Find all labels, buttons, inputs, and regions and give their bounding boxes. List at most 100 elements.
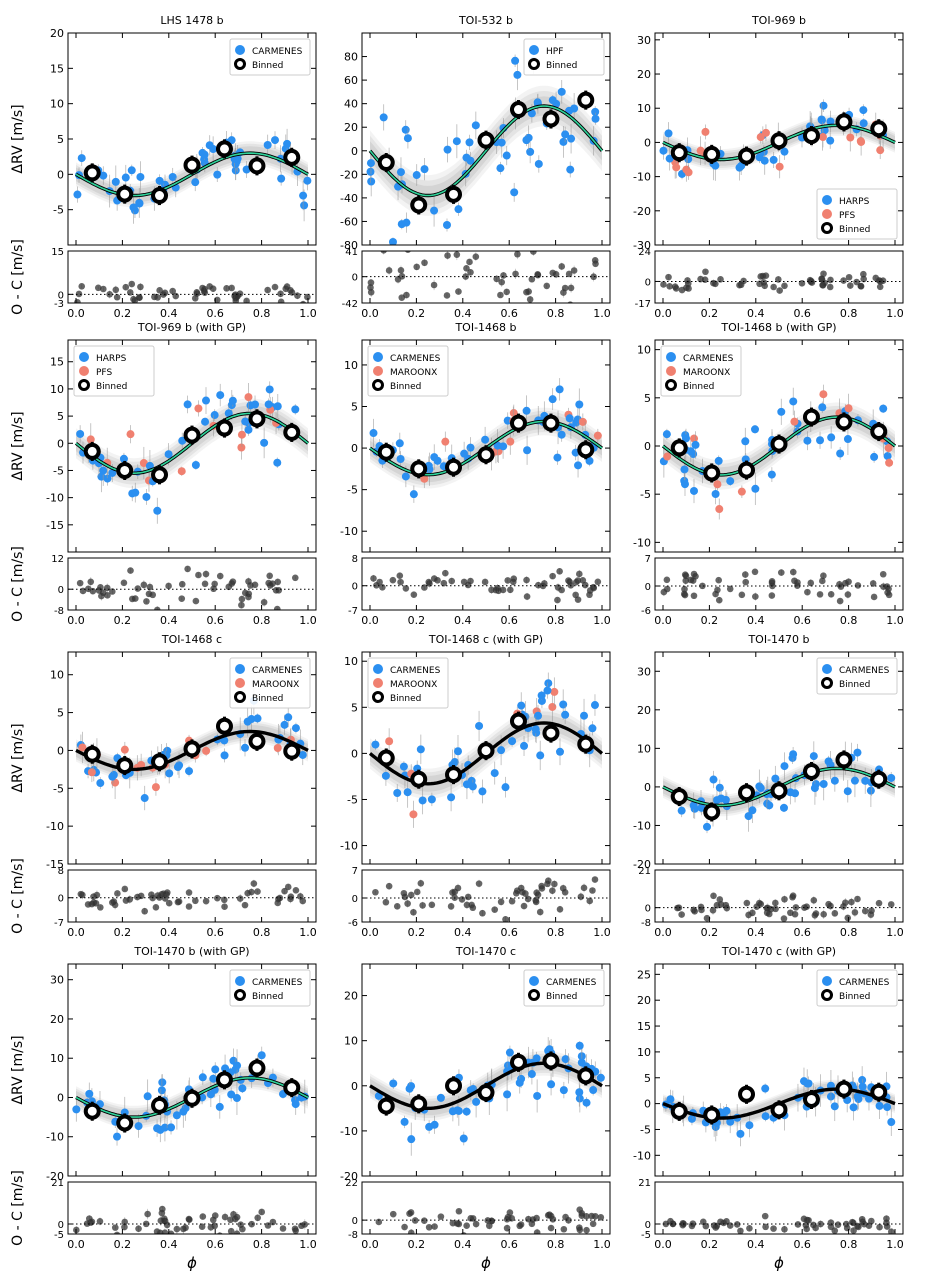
- rv-point-maroonx: [420, 474, 429, 483]
- residual-point: [274, 899, 282, 907]
- residual-point: [146, 583, 154, 591]
- residual-point: [425, 578, 433, 586]
- residual-point: [777, 569, 785, 576]
- legend-marker-binned: [821, 222, 833, 234]
- residual-point: [389, 1210, 397, 1218]
- residual-point: [87, 578, 95, 586]
- residual-point: [173, 1225, 181, 1233]
- residual-point: [79, 587, 87, 595]
- residual-point: [121, 885, 129, 893]
- binned-point: [248, 1059, 266, 1077]
- residual-point: [151, 293, 158, 301]
- rv-point-carmenes: [883, 1103, 892, 1112]
- rv-point-carmenes: [243, 717, 252, 726]
- legend-marker-maroonx: [235, 678, 245, 688]
- residual-point: [94, 284, 102, 292]
- binned-point: [509, 712, 527, 730]
- residual-point: [442, 569, 449, 577]
- rv-point-carmenes: [662, 430, 671, 439]
- y-tick-label: 10: [344, 655, 358, 668]
- y-tick-label: -20: [46, 1170, 64, 1183]
- residual-point: [233, 1213, 241, 1221]
- residual-point: [109, 899, 116, 906]
- residual-point: [741, 571, 749, 578]
- rv-point-carmenes: [818, 403, 827, 412]
- rv-point-carmenes: [257, 1051, 266, 1060]
- binned-point: [377, 443, 395, 461]
- residual-point: [397, 578, 404, 586]
- binned-point: [410, 196, 428, 214]
- residual-point: [854, 582, 862, 589]
- y-axis-label-oc: O - C [m/s]: [10, 1170, 26, 1246]
- x-tick-label: 0.2: [408, 1238, 426, 1251]
- rv-point-carmenes: [575, 1088, 584, 1097]
- binned-point: [670, 788, 688, 806]
- residual-point: [464, 581, 472, 589]
- residual-point: [512, 270, 519, 278]
- residual-point: [497, 898, 505, 906]
- residual-point: [512, 242, 519, 249]
- residual-point: [745, 911, 752, 919]
- residual-point: [663, 576, 671, 584]
- legend-marker-hpf: [529, 45, 539, 55]
- rv-point-carmenes: [559, 700, 568, 709]
- y-axis-label-rv: ΔRV [m/s]: [10, 411, 26, 480]
- rv-point-maroonx: [715, 505, 724, 514]
- rv-point-maroonx: [78, 743, 87, 752]
- rv-point-carmenes: [85, 1089, 94, 1098]
- oc-y-tick-label: 41: [345, 247, 358, 258]
- rv-point-carmenes: [771, 774, 780, 783]
- x-tick-label: 0.8: [547, 307, 565, 320]
- oc-y-tick-label: 7: [352, 866, 358, 877]
- residual-point: [401, 1223, 408, 1231]
- rv-point-hpf: [420, 165, 429, 174]
- x-tick-label: 0.6: [206, 1238, 224, 1251]
- y-tick-label: -5: [347, 793, 358, 806]
- rv-point-pfs: [684, 168, 693, 177]
- residual-point: [516, 1222, 524, 1230]
- residual-point: [475, 880, 483, 887]
- x-tick-label: 0.8: [840, 1238, 858, 1251]
- rv-point-carmenes: [531, 725, 540, 734]
- residual-point: [206, 283, 213, 290]
- residual-point: [421, 259, 428, 267]
- oc-y-tick-label: -8: [641, 918, 651, 929]
- residual-point: [420, 1217, 428, 1224]
- rv-point-carmenes: [537, 691, 546, 700]
- residual-point: [762, 1223, 769, 1231]
- rv-axes-frame: [654, 651, 904, 865]
- residual-point: [854, 895, 861, 903]
- binned-point: [215, 419, 233, 437]
- x-tick-label: 0.4: [454, 307, 472, 320]
- rv-point-carmenes: [689, 801, 698, 810]
- legend-marker-binned: [821, 677, 833, 689]
- y-tick-label: -10: [633, 536, 651, 549]
- rv-point-carmenes: [291, 1100, 300, 1109]
- legend-label: CARMENES: [839, 666, 890, 676]
- residual-point: [121, 1223, 128, 1231]
- panel-title: TOI-532 b: [458, 14, 513, 27]
- residual-point: [672, 285, 680, 292]
- residual-point: [104, 592, 111, 599]
- legend-marker-binned: [528, 58, 540, 70]
- residual-point: [561, 889, 569, 896]
- rv-point-hpf: [548, 96, 557, 105]
- residual-point: [180, 1225, 187, 1233]
- residual-point: [186, 1216, 193, 1223]
- residual-point: [385, 267, 393, 274]
- rv-point-carmenes: [96, 779, 105, 788]
- rv-point-carmenes: [533, 1091, 542, 1100]
- legend-label: CARMENES: [390, 666, 441, 676]
- residual-point: [844, 914, 852, 922]
- rv-point-maroonx: [506, 437, 515, 446]
- binned-point: [283, 742, 301, 760]
- residual-point: [376, 578, 383, 586]
- rv-point-carmenes: [691, 440, 700, 449]
- legend-marker-carmenes: [235, 45, 245, 55]
- rv-point-harps: [119, 454, 128, 463]
- rv-point-carmenes: [497, 746, 506, 755]
- rv-point-carmenes: [748, 806, 757, 815]
- rv-point-harps: [164, 450, 173, 459]
- rv-point-carmenes: [853, 1092, 862, 1101]
